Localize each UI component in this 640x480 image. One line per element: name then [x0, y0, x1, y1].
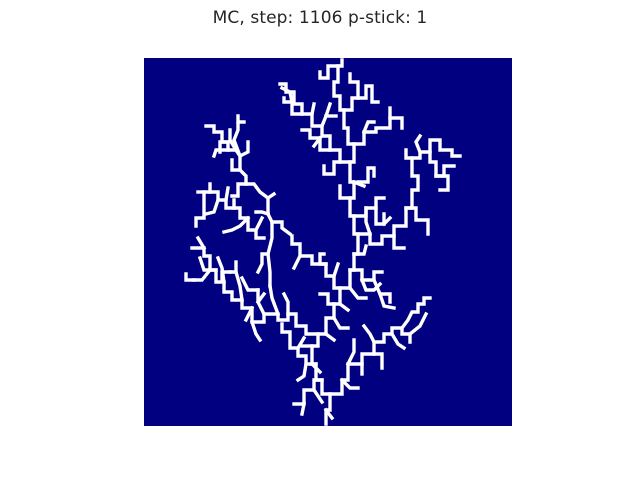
dendrite-branch — [404, 148, 414, 160]
dendrite-branch — [295, 362, 308, 383]
dendrite-branch — [203, 197, 221, 217]
dendrite-branch — [279, 85, 295, 105]
dendrite-branch — [239, 275, 260, 292]
dendrite-branch — [351, 179, 367, 189]
dendrite-branch — [268, 284, 281, 317]
dendrite-branch — [311, 387, 325, 405]
dendrite-branch — [249, 319, 263, 343]
dendrite-branch — [356, 166, 376, 184]
dendrite-branch — [197, 255, 218, 272]
dendrite-branch — [232, 122, 243, 159]
dendrite-branch — [356, 150, 456, 246]
dendrite-branch — [192, 267, 213, 282]
dendrite-branch — [230, 182, 248, 198]
dendrite-branch — [211, 148, 230, 159]
dendrite-branch — [311, 135, 323, 149]
dendrite-branch — [194, 190, 212, 228]
dendrite-branch — [228, 128, 239, 153]
figure-title: MC, step: 1106 p-stick: 1 — [212, 8, 428, 28]
dendrite-branch — [270, 220, 293, 237]
dendrite-branch — [300, 128, 332, 152]
dendrite-branch — [254, 210, 271, 217]
dendrite-branch — [352, 243, 369, 256]
dendrite-branch — [228, 270, 244, 302]
dendrite-branch — [356, 84, 380, 104]
dendrite-branch — [255, 291, 267, 305]
dendrite-branch — [331, 261, 341, 279]
dendrite-branch — [230, 158, 242, 172]
dendrite-branch — [291, 253, 303, 271]
dendrite-branch — [428, 138, 462, 158]
dendrite-branch — [377, 291, 397, 311]
dendrite-branch — [322, 160, 342, 176]
dendrite-branch — [361, 120, 376, 135]
dendrite-branch — [374, 196, 386, 210]
dendrite-branch — [184, 272, 196, 282]
dendrite-branch — [266, 191, 277, 288]
dendrite-branch — [323, 331, 337, 343]
dendrite-branch — [237, 140, 250, 159]
dendrite-branch — [221, 215, 251, 235]
dendrite-branch — [339, 377, 360, 390]
dendrite-branch — [414, 133, 423, 155]
dendrite-branch — [392, 234, 406, 250]
dendrite-branch — [195, 235, 207, 251]
dendrite-branch — [243, 305, 255, 323]
dendrite-branch — [331, 315, 350, 330]
dendrite-branch — [434, 174, 450, 192]
dendrite-branch — [348, 268, 384, 282]
dendrite-branch — [404, 206, 430, 236]
dendrite-branch — [295, 335, 307, 351]
simulation-lattice — [144, 58, 512, 426]
dendrite-branch — [407, 311, 429, 337]
dendrite-branch — [352, 116, 404, 146]
dendrite-branch — [372, 352, 384, 370]
dendrite-branch — [255, 252, 270, 275]
lattice-background — [144, 58, 512, 426]
dendrite-branch — [345, 338, 356, 367]
dendrite-branch — [347, 285, 368, 300]
dendrite-branch — [323, 407, 335, 421]
particle-cluster — [184, 58, 462, 426]
dendrite-branch — [371, 277, 392, 304]
dendrite-branch — [389, 331, 407, 351]
dendrite-branch — [253, 215, 265, 233]
dendrite-branch — [318, 292, 336, 306]
dendrite-branch — [220, 270, 232, 282]
dendrite-branch — [338, 184, 352, 200]
dendrite-branch — [236, 114, 246, 124]
dendrite-branch — [381, 215, 393, 227]
dendrite-branch — [318, 252, 342, 290]
dendrite-branch — [337, 301, 351, 313]
dendrite-branch — [399, 296, 432, 331]
dendrite-branch — [361, 323, 377, 345]
dendrite-branch — [281, 291, 290, 316]
dendrite-branch — [318, 64, 340, 80]
dendrite-branch — [224, 186, 230, 202]
dendrite-branch — [299, 401, 307, 417]
dendrite-branch — [204, 124, 230, 144]
dendrite-branch — [309, 101, 317, 117]
dendrite-branch — [364, 206, 373, 237]
dendrite-branch — [309, 361, 323, 375]
